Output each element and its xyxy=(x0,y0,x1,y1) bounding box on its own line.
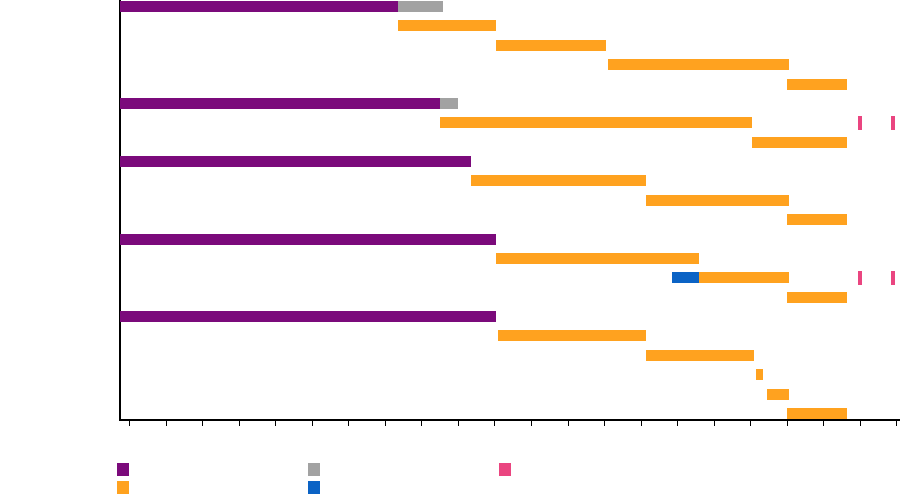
timeline-bar-original xyxy=(120,1,398,12)
y-axis-line xyxy=(119,0,121,421)
legend-item-original xyxy=(117,463,297,476)
x-axis-tick xyxy=(129,421,131,426)
timeline-bar-former xyxy=(786,78,847,90)
timeline-bar-inactive xyxy=(439,97,458,109)
x-axis-tick xyxy=(786,421,788,426)
timeline-bar-former xyxy=(470,175,647,187)
x-axis-tick xyxy=(567,421,569,426)
x-axis-tick xyxy=(311,421,313,426)
x-axis-tick xyxy=(640,421,642,426)
x-axis-tick xyxy=(202,421,204,426)
timeline-bar-former xyxy=(496,39,606,51)
x-axis-tick xyxy=(823,421,825,426)
x-axis-tick xyxy=(604,421,606,426)
timeline-bar-former xyxy=(755,369,763,381)
x-axis-tick xyxy=(531,421,532,426)
x-axis-tick xyxy=(494,421,496,426)
x-axis-tick xyxy=(750,421,752,426)
x-axis-line xyxy=(119,419,900,421)
timeline-bar-former xyxy=(786,291,847,303)
timeline-bar-former xyxy=(699,272,789,284)
x-axis-tick xyxy=(896,421,898,426)
timeline-bar-former xyxy=(786,214,847,226)
timeline-bar-former xyxy=(646,194,789,206)
guest-performance-mark xyxy=(857,270,862,285)
x-axis-tick xyxy=(238,421,240,426)
legend-swatch-guest xyxy=(499,463,511,476)
x-axis-tick xyxy=(421,421,423,426)
legend-item-former xyxy=(117,481,297,494)
guest-performance-mark xyxy=(890,115,895,130)
legend-swatch-inactive xyxy=(308,463,320,476)
timeline-bar-inactive xyxy=(397,1,444,12)
x-axis-tick xyxy=(275,421,277,426)
timeline-bar-former xyxy=(397,20,497,32)
timeline-bar-former xyxy=(439,117,753,129)
timeline-bar-former xyxy=(607,59,789,71)
timeline-bar-understudy xyxy=(671,272,700,284)
timeline-bar-original xyxy=(120,156,471,168)
x-axis-tick xyxy=(859,421,861,426)
timeline-bar-former xyxy=(752,136,848,148)
x-axis-tick xyxy=(457,421,459,426)
legend-item-inactive xyxy=(308,463,488,476)
legend-item-guest xyxy=(499,463,679,476)
timeline-bar-former xyxy=(786,407,847,419)
timeline-bar-former xyxy=(766,388,789,400)
guest-performance-mark xyxy=(890,270,895,285)
legend-swatch-original xyxy=(117,463,129,476)
legend-swatch-former xyxy=(117,481,129,494)
timeline-bar-former xyxy=(498,330,647,342)
x-axis-tick xyxy=(677,421,679,426)
timeline-bar-original xyxy=(120,97,440,109)
x-axis-tick xyxy=(348,421,350,426)
timeline-bar-former xyxy=(496,252,700,264)
timeline-bar-former xyxy=(646,349,754,361)
timeline-bar-original xyxy=(120,311,497,323)
guest-performance-mark xyxy=(857,115,862,130)
x-axis-tick xyxy=(713,421,715,426)
legend-swatch-understudy xyxy=(308,481,320,494)
x-axis-tick xyxy=(384,421,386,426)
legend-item-understudy xyxy=(308,481,488,494)
x-axis-tick xyxy=(165,421,167,426)
timeline-bar-original xyxy=(120,233,497,245)
